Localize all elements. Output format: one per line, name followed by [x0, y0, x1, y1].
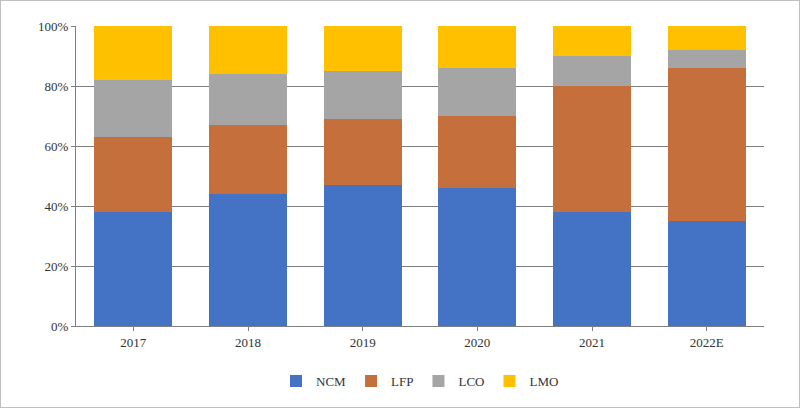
- svg-text:NCM: NCM: [316, 374, 346, 389]
- svg-text:2018: 2018: [235, 335, 261, 350]
- svg-text:60%: 60%: [45, 139, 69, 154]
- svg-text:LCO: LCO: [458, 374, 484, 389]
- svg-text:2019: 2019: [350, 335, 376, 350]
- svg-text:40%: 40%: [45, 199, 69, 214]
- svg-text:LMO: LMO: [529, 374, 558, 389]
- svg-text:20%: 20%: [45, 259, 69, 274]
- svg-text:LFP: LFP: [391, 374, 413, 389]
- svg-text:100%: 100%: [38, 19, 69, 34]
- svg-text:80%: 80%: [45, 79, 69, 94]
- svg-text:2017: 2017: [120, 335, 147, 350]
- svg-text:0%: 0%: [51, 319, 69, 334]
- svg-text:2021: 2021: [579, 335, 605, 350]
- svg-text:2022E: 2022E: [690, 335, 724, 350]
- svg-text:2020: 2020: [464, 335, 490, 350]
